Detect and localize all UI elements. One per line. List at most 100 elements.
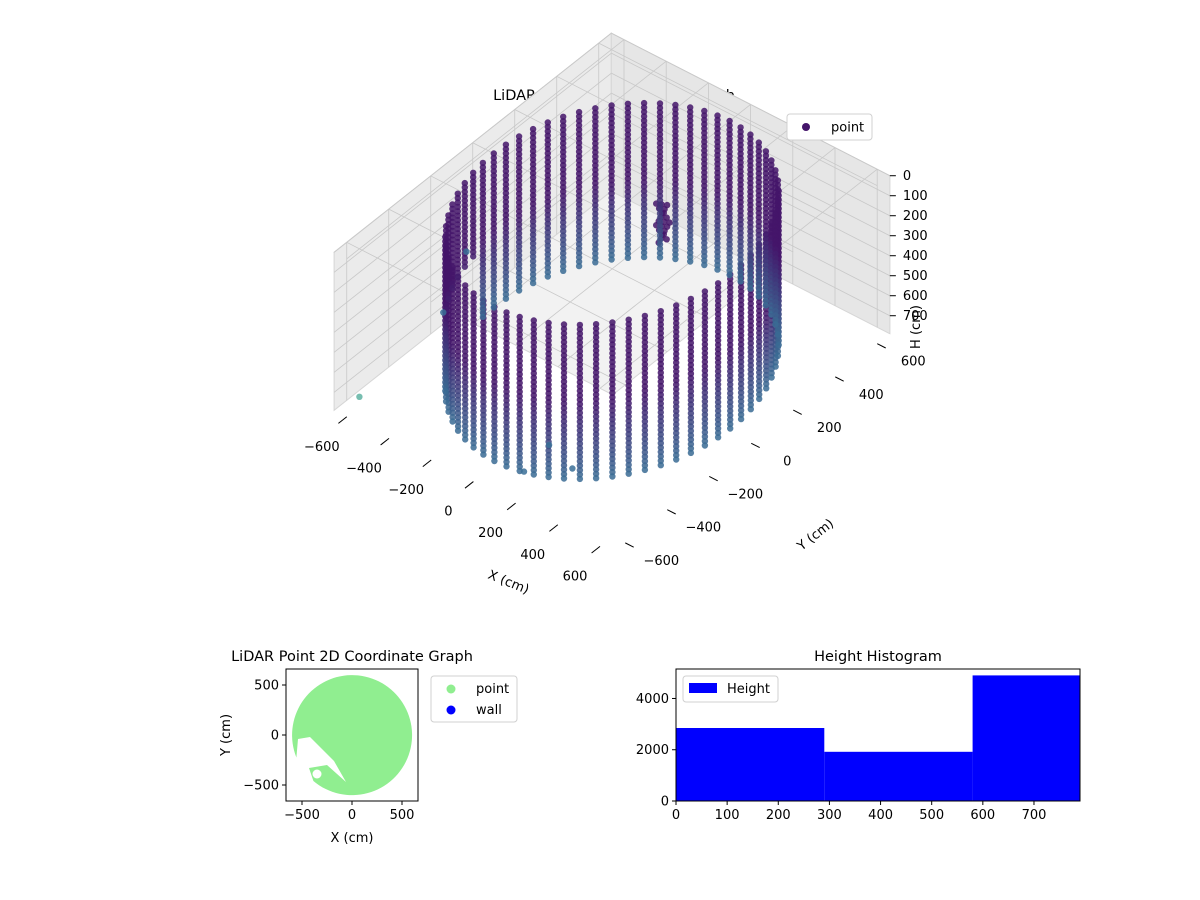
point-marker xyxy=(624,140,632,147)
point-marker xyxy=(449,271,456,279)
point-marker xyxy=(529,249,537,256)
point-marker xyxy=(545,341,552,349)
point-marker xyxy=(503,326,510,334)
point-marker xyxy=(592,470,600,477)
point-marker xyxy=(529,231,537,238)
point-marker xyxy=(449,240,456,248)
point-marker xyxy=(701,213,708,220)
point-marker xyxy=(640,179,648,186)
point-marker xyxy=(641,413,649,421)
point-marker xyxy=(673,306,680,314)
point-marker xyxy=(737,133,744,140)
point-marker xyxy=(641,334,649,342)
point-marker xyxy=(687,423,695,430)
point-marker xyxy=(772,215,779,222)
point-marker xyxy=(502,185,510,192)
point-marker xyxy=(726,135,733,142)
point-marker xyxy=(701,222,708,229)
point-marker xyxy=(576,440,584,447)
point-marker xyxy=(762,271,770,278)
point-marker xyxy=(449,361,456,368)
point-marker xyxy=(592,466,600,473)
point-marker xyxy=(491,422,498,429)
point-marker xyxy=(462,286,469,293)
point-marker xyxy=(503,463,510,470)
point-marker xyxy=(503,410,510,417)
point-marker xyxy=(625,439,632,447)
point-marker xyxy=(737,159,744,166)
point-marker xyxy=(479,186,487,193)
point-marker xyxy=(714,346,722,353)
point-marker xyxy=(737,292,745,300)
point-marker xyxy=(592,409,600,416)
point-marker xyxy=(449,409,456,416)
point-marker xyxy=(747,401,754,408)
point-marker xyxy=(449,369,456,377)
point-marker xyxy=(461,193,468,200)
point-marker xyxy=(727,346,734,353)
point-marker xyxy=(592,254,599,262)
point-marker xyxy=(656,241,664,248)
point-marker xyxy=(657,435,664,442)
point-marker xyxy=(737,415,745,423)
x-tick-label: −500 xyxy=(284,808,320,823)
point-marker xyxy=(737,212,744,219)
point-marker xyxy=(672,220,679,227)
point-marker xyxy=(726,241,733,248)
point-marker xyxy=(454,317,462,324)
point-marker xyxy=(772,219,779,227)
point-marker xyxy=(714,412,722,419)
point-marker xyxy=(672,123,679,131)
point-marker xyxy=(545,412,552,419)
point-marker xyxy=(657,330,664,337)
point-marker xyxy=(491,431,498,438)
point-marker xyxy=(470,209,477,216)
point-marker xyxy=(763,358,770,366)
point-marker xyxy=(640,201,648,208)
point-marker xyxy=(772,171,779,178)
point-marker xyxy=(755,267,762,274)
point-marker xyxy=(701,169,708,176)
h-tick-label: 500 xyxy=(903,269,928,284)
point-marker xyxy=(726,153,733,160)
point-marker xyxy=(624,113,632,121)
point-marker xyxy=(592,127,599,134)
point-marker xyxy=(479,304,487,312)
point-marker xyxy=(726,223,733,230)
point-marker xyxy=(641,321,649,328)
point-marker xyxy=(624,197,632,204)
point-marker xyxy=(687,187,694,195)
point-marker xyxy=(516,340,523,347)
point-marker xyxy=(608,141,615,149)
point-marker xyxy=(656,179,664,186)
point-marker xyxy=(657,382,664,390)
point-marker xyxy=(672,251,679,258)
point-marker xyxy=(576,458,584,465)
point-marker xyxy=(747,366,754,373)
point-marker xyxy=(737,194,744,201)
point-marker xyxy=(701,178,708,185)
point-marker xyxy=(462,357,469,364)
point-marker xyxy=(470,226,477,234)
point-marker xyxy=(502,159,510,166)
point-marker xyxy=(442,352,449,359)
point-marker xyxy=(575,126,583,133)
point-marker xyxy=(625,426,632,433)
point-marker xyxy=(609,336,616,344)
point-marker xyxy=(772,180,779,187)
point-marker xyxy=(672,106,679,113)
point-marker xyxy=(479,260,487,268)
point-marker xyxy=(641,339,649,346)
point-marker xyxy=(479,164,487,171)
point-marker xyxy=(462,396,469,403)
point-marker xyxy=(775,341,782,349)
point-marker xyxy=(687,218,694,226)
point-marker xyxy=(502,167,510,175)
point-marker xyxy=(462,361,469,368)
point-marker xyxy=(529,130,537,137)
point-marker xyxy=(560,457,568,465)
point-marker xyxy=(641,347,649,355)
point-marker xyxy=(701,336,709,344)
point-marker xyxy=(503,414,510,422)
point-marker xyxy=(503,362,510,369)
